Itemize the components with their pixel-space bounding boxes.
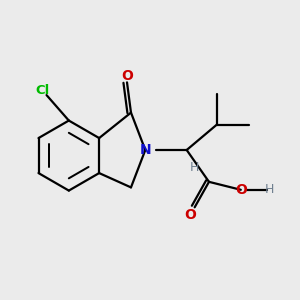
Text: O: O bbox=[121, 69, 133, 83]
Text: Cl: Cl bbox=[35, 84, 50, 97]
Text: O: O bbox=[235, 183, 247, 197]
Text: O: O bbox=[185, 208, 197, 222]
Text: N: N bbox=[140, 143, 151, 157]
Text: H: H bbox=[190, 161, 199, 174]
Text: H: H bbox=[265, 183, 274, 196]
